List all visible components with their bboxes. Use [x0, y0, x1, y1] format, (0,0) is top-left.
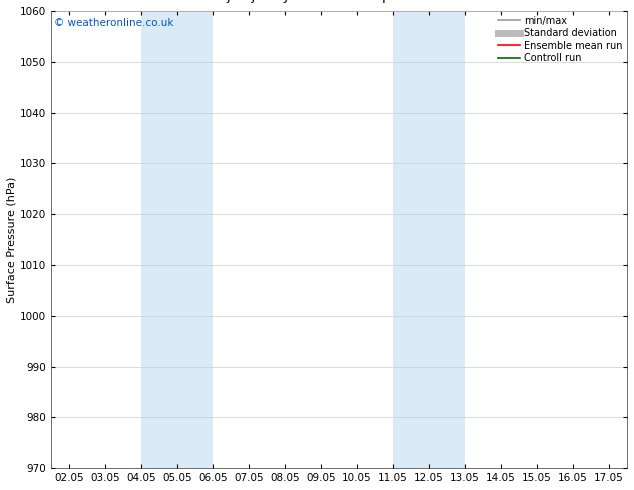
Y-axis label: Surface Pressure (hPa): Surface Pressure (hPa): [7, 176, 17, 303]
Text: © weatheronline.co.uk: © weatheronline.co.uk: [54, 18, 173, 28]
Legend: min/max, Standard deviation, Ensemble mean run, Controll run: min/max, Standard deviation, Ensemble me…: [496, 14, 624, 65]
Bar: [141, 11, 213, 468]
Bar: [393, 11, 465, 468]
Text: We. 01.05.2024 12 UTC: We. 01.05.2024 12 UTC: [445, 0, 602, 2]
Text: ENS Time Series Ljubljana Jože Pučnik Airport: ENS Time Series Ljubljana Jože Pučnik Ai…: [107, 0, 410, 2]
